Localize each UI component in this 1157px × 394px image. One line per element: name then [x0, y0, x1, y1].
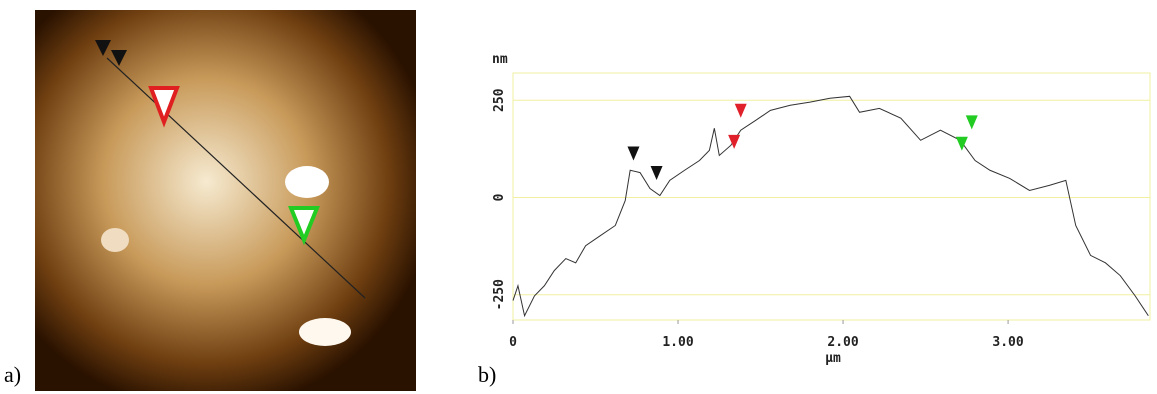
cursor-marker	[965, 115, 978, 130]
cursor	[148, 86, 180, 128]
scan-line	[106, 57, 366, 299]
particle	[101, 228, 129, 252]
y-tick-label: 0	[492, 193, 507, 201]
x-tick-label: 3.00	[992, 335, 1023, 350]
profile-chart: nm µm -250 0 250 0 1.00 2.00 3.00	[492, 52, 1151, 366]
cursor-marker	[728, 134, 741, 149]
x-axis-label: µm	[825, 351, 841, 366]
cursor-marker	[627, 146, 640, 161]
cursor-marker	[650, 165, 663, 180]
y-tick-label: -250	[492, 279, 507, 310]
particle	[285, 166, 329, 198]
x-tick-label: 1.00	[662, 335, 693, 350]
cursor	[288, 206, 320, 246]
x-tick-label: 2.00	[827, 335, 858, 350]
cursor	[95, 40, 111, 56]
afm-image	[35, 10, 416, 391]
cursor-marker	[734, 103, 747, 118]
x-tick-label: 0	[509, 335, 517, 350]
image-bg	[35, 10, 416, 391]
particle	[299, 318, 351, 346]
y-tick-label: 250	[492, 88, 507, 112]
panel-label: b)	[478, 362, 497, 387]
cursor	[111, 50, 127, 66]
cursor-marker	[955, 136, 968, 151]
plot-frame	[512, 72, 1151, 321]
panel-label: a)	[4, 362, 22, 387]
profile-line	[512, 95, 1149, 318]
y-unit: nm	[492, 52, 508, 67]
